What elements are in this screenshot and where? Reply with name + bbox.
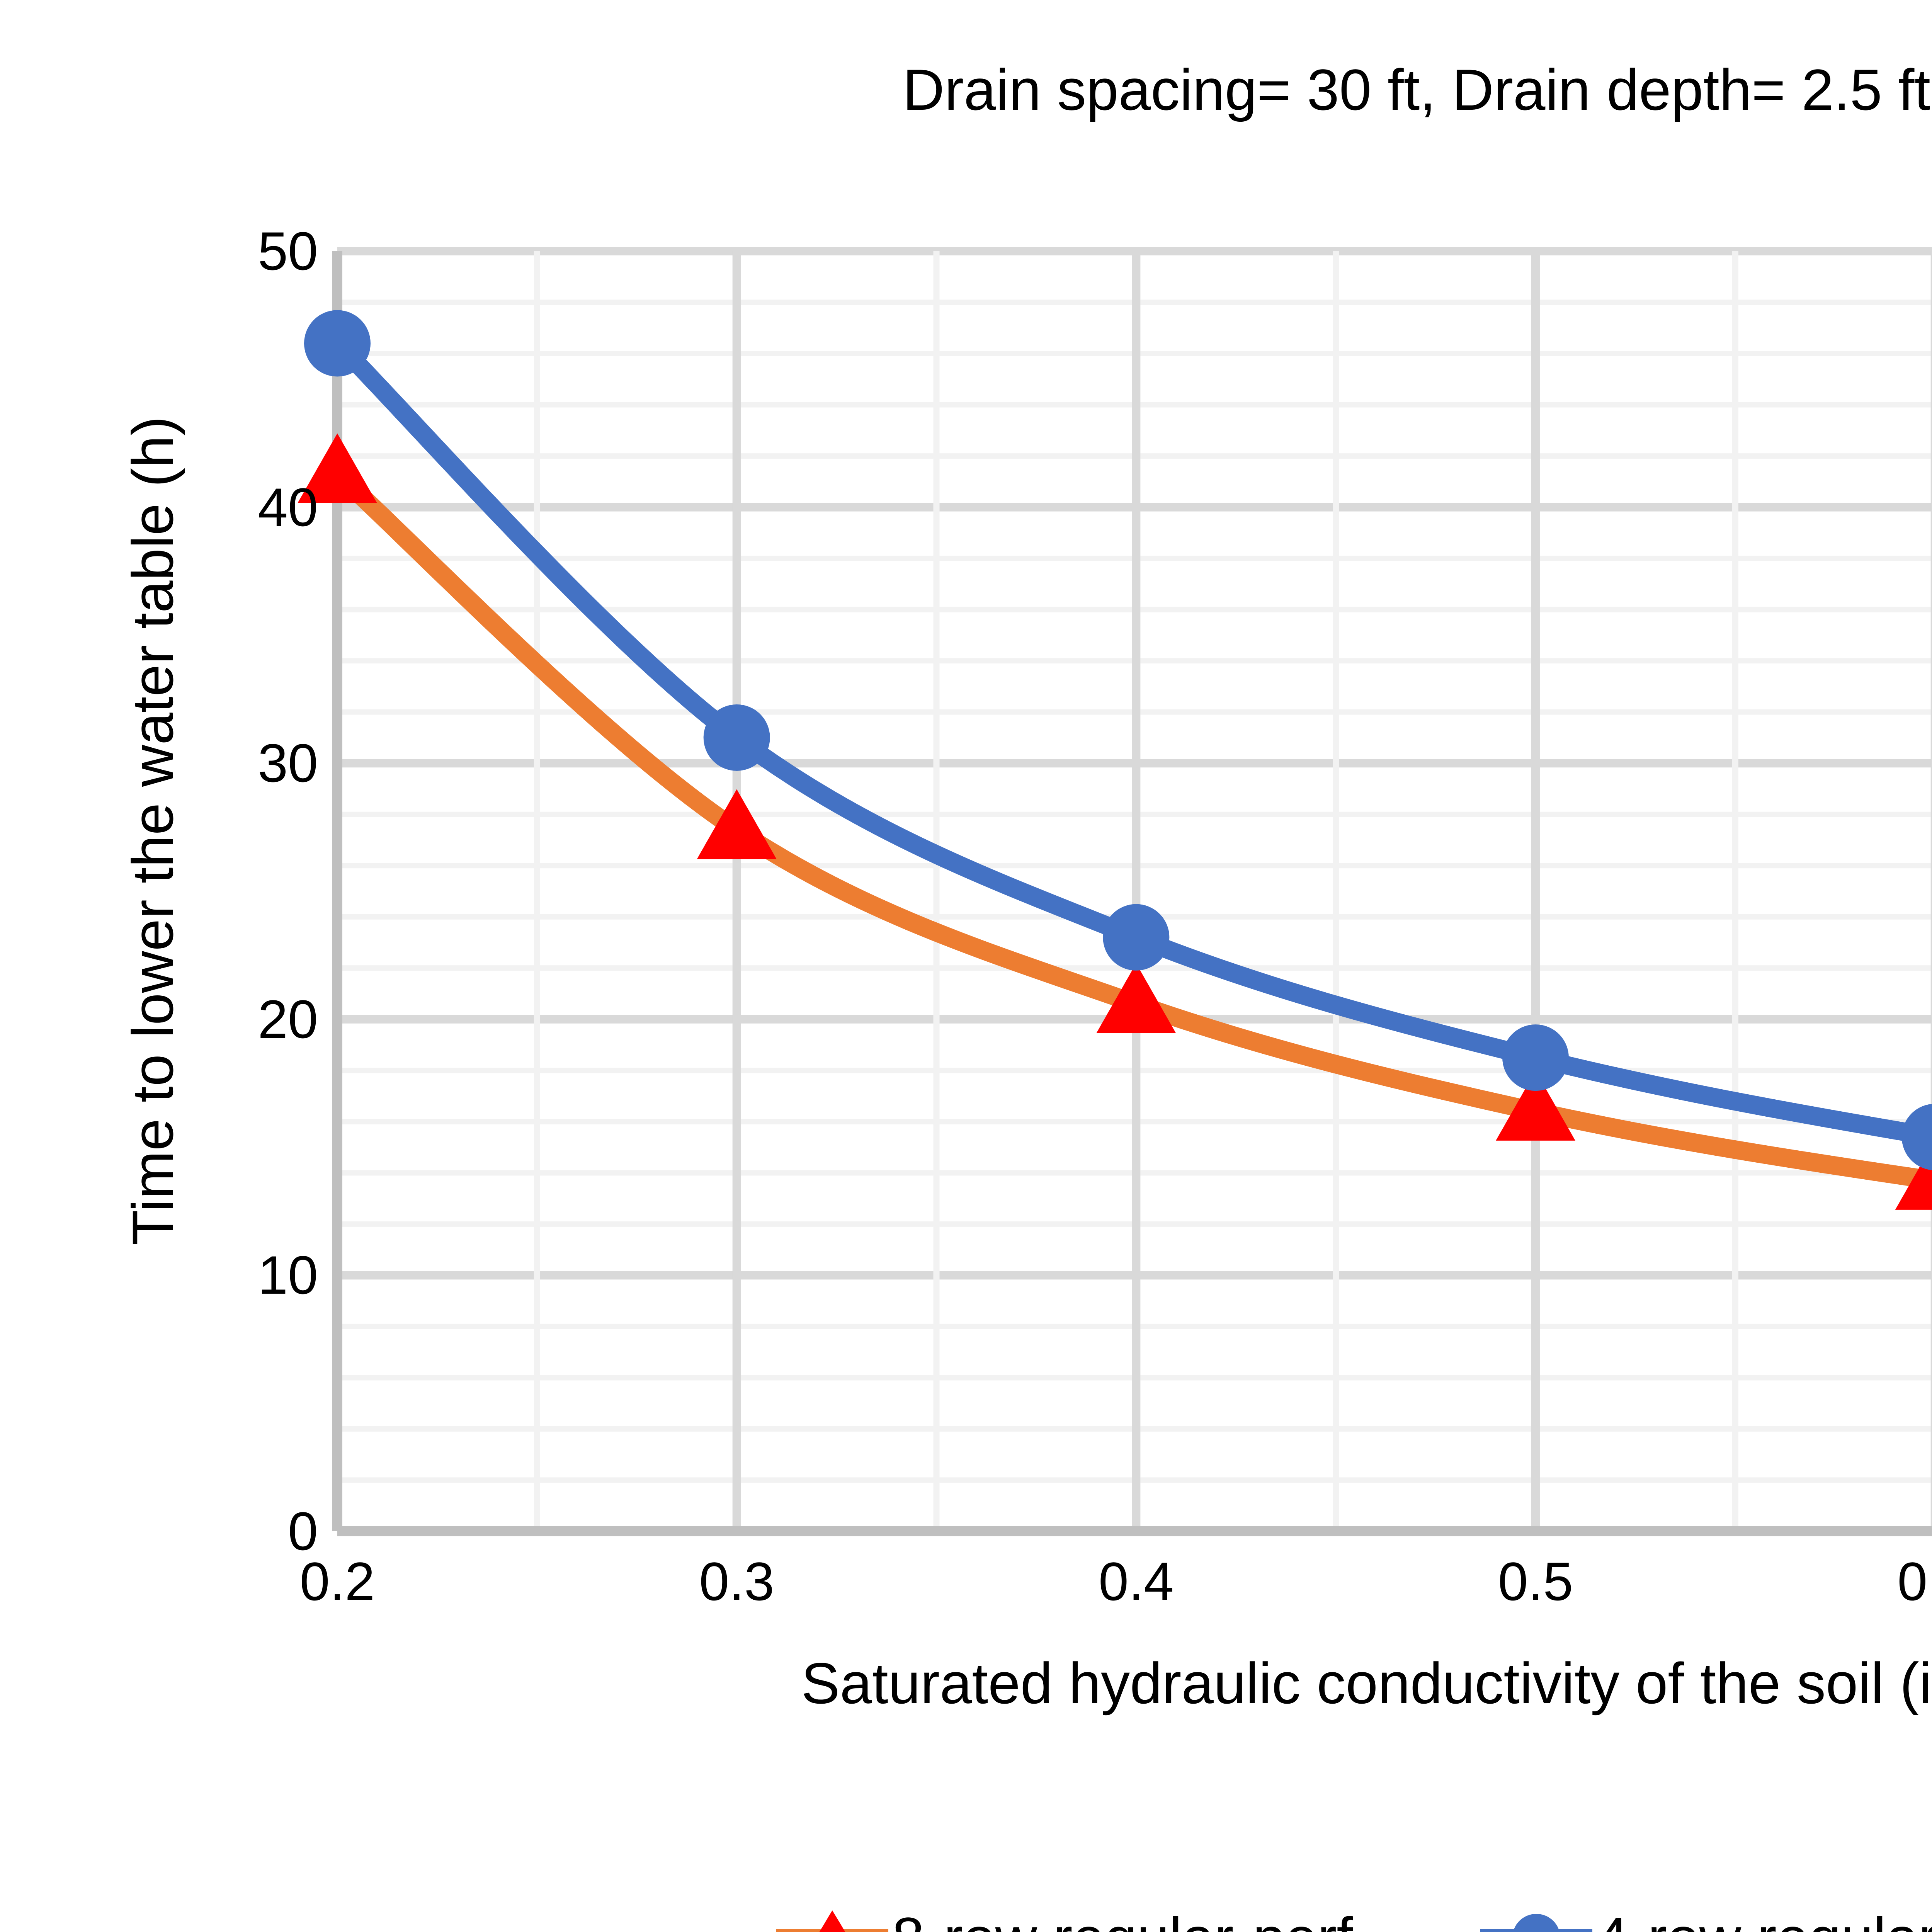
legend-item[interactable]: 8-row regular-perf (776, 1905, 1353, 1932)
data-point-marker-circle (304, 310, 371, 377)
y-axis-title: Time to lower the water table (h) (120, 416, 185, 1245)
legend-marker-triangle-icon (776, 1905, 888, 1932)
chart-legend: 8-row regular-perf 4-row regular-perf (0, 1905, 1932, 1932)
data-point-marker-circle (1901, 1104, 1932, 1170)
data-point-marker-triangle (1895, 1145, 1932, 1210)
x-axis-tick-label: 0.6 (1897, 1551, 1932, 1612)
x-axis-tick-label: 0.5 (1498, 1551, 1573, 1612)
data-point-marker-triangle (1496, 1071, 1575, 1141)
data-point-marker-circle (1502, 1024, 1569, 1091)
x-axis-title: Saturated hydraulic conductivity of the … (801, 1651, 1932, 1716)
series-line (328, 464, 1932, 1190)
legend-item[interactable]: 4-row regular-perf (1480, 1905, 1932, 1932)
y-axis-tick-label: 50 (258, 221, 318, 281)
y-axis-tick-label: 40 (258, 476, 318, 537)
x-axis-tick-label: 0.2 (299, 1551, 375, 1612)
plot-canvas (298, 247, 1932, 1536)
y-axis-tick-label: 10 (258, 1245, 318, 1306)
series-line (328, 334, 1932, 1146)
chart-title: Drain spacing= 30 ft, Drain depth= 2.5 f… (903, 57, 1930, 122)
legend-label: 4-row regular-perf (1596, 1906, 1932, 1932)
x-axis-tick-label: 0.4 (1099, 1551, 1174, 1612)
y-axis-tick-label: 0 (288, 1501, 318, 1561)
data-point-marker-triangle (697, 789, 777, 859)
data-point-marker-circle (703, 704, 770, 771)
legend-label: 8-row regular-perf (892, 1906, 1353, 1932)
legend-marker-circle-icon (1480, 1905, 1592, 1932)
y-axis-tick-label: 20 (258, 988, 318, 1049)
data-point-marker-triangle (298, 433, 377, 503)
y-axis-tick-label: 30 (258, 733, 318, 794)
data-point-marker-triangle (1096, 963, 1176, 1033)
data-point-marker-circle (1103, 904, 1170, 971)
plot-area (298, 247, 1932, 1536)
x-axis-tick-label: 0.3 (699, 1551, 774, 1612)
